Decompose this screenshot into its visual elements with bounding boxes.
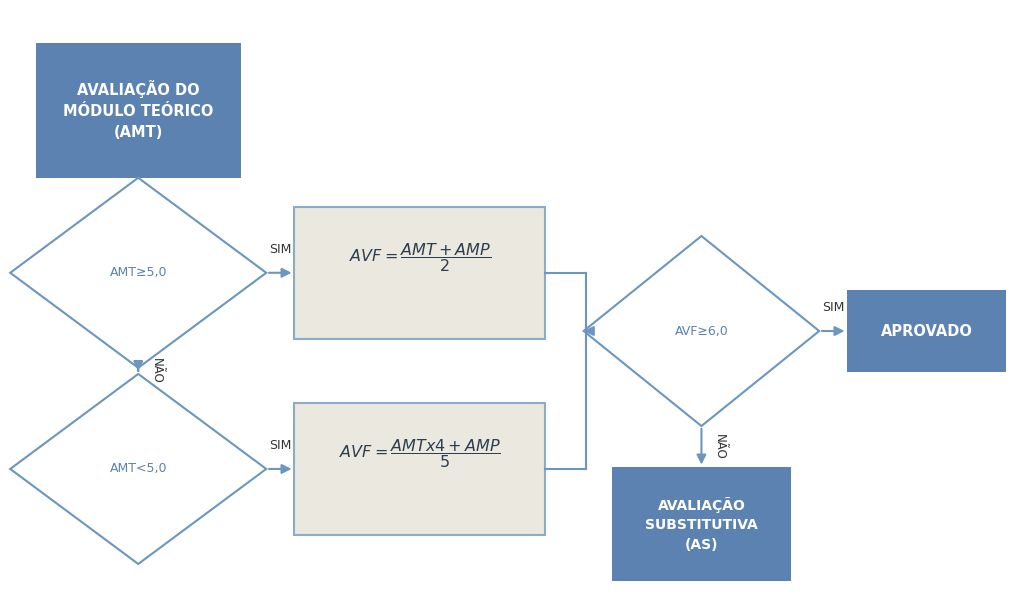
- Text: AMT≥5,0: AMT≥5,0: [110, 266, 167, 280]
- Text: AVF≥6,0: AVF≥6,0: [675, 324, 728, 338]
- Text: APROVADO: APROVADO: [881, 324, 973, 338]
- Polygon shape: [584, 236, 819, 426]
- FancyBboxPatch shape: [612, 467, 791, 581]
- Text: AVALIAÇÃO
SUBSTITUTIVA
(AS): AVALIAÇÃO SUBSTITUTIVA (AS): [645, 497, 758, 552]
- FancyBboxPatch shape: [295, 403, 545, 535]
- Text: SIM: SIM: [822, 301, 845, 314]
- FancyBboxPatch shape: [848, 289, 1006, 372]
- Text: SIM: SIM: [269, 439, 292, 452]
- Text: AVALIAÇÃO DO
MÓDULO TEÓRICO
(AMT): AVALIAÇÃO DO MÓDULO TEÓRICO (AMT): [63, 80, 213, 140]
- Text: $AVF = \dfrac{AMT + AMP}{2}$: $AVF = \dfrac{AMT + AMP}{2}$: [349, 241, 490, 274]
- Text: NÃO: NÃO: [151, 358, 163, 384]
- Polygon shape: [10, 374, 266, 564]
- FancyBboxPatch shape: [295, 207, 545, 338]
- Text: NÃO: NÃO: [714, 434, 726, 460]
- Text: $AVF = \dfrac{AMTx4 + AMP}{5}$: $AVF = \dfrac{AMTx4 + AMP}{5}$: [339, 437, 501, 470]
- FancyBboxPatch shape: [36, 43, 241, 178]
- Polygon shape: [10, 178, 266, 368]
- Text: SIM: SIM: [269, 243, 292, 256]
- Text: AMT<5,0: AMT<5,0: [110, 462, 167, 476]
